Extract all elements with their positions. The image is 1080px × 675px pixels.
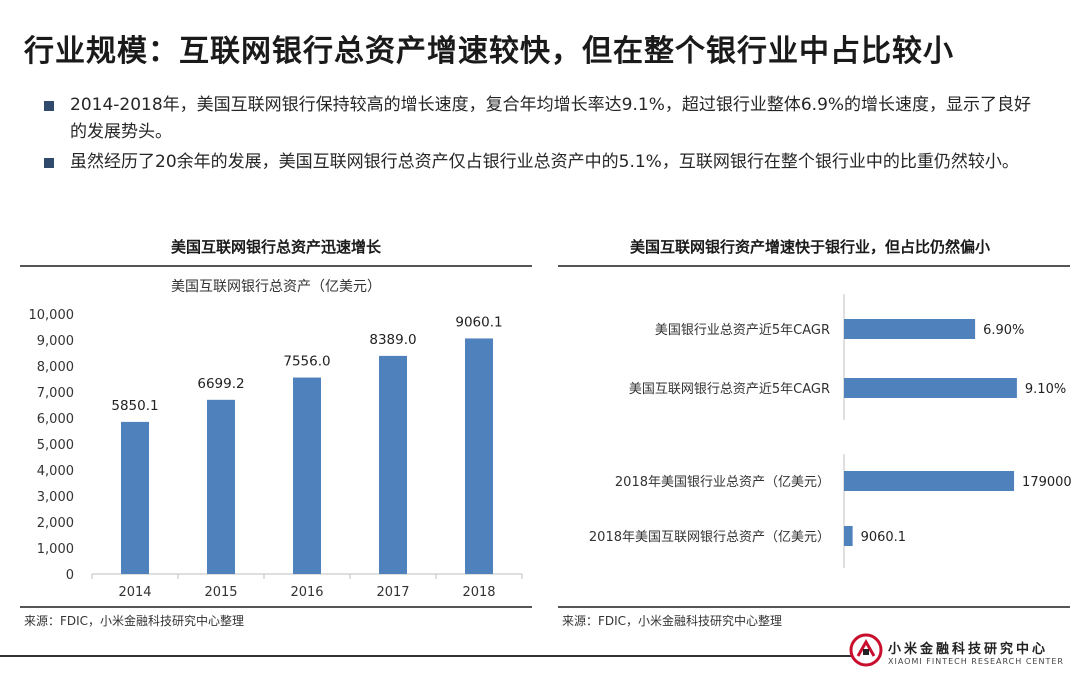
left-bar-chart: 美国互联网银行总资产（亿美元） 0 1,000 2,000 3,000 4,000 5,00… bbox=[29, 279, 523, 600]
hbar-data-label: 9060.1 bbox=[861, 530, 907, 545]
logo-name-en: XIAOMI FINTECH RESEARCH CENTER bbox=[888, 657, 1064, 666]
category-label: 美国互联网银行总资产近5年CAGR bbox=[629, 382, 830, 397]
x-tick-label: 2015 bbox=[204, 585, 237, 600]
category-label: 2018年美国银行业总资产（亿美元） bbox=[615, 475, 830, 490]
hbar-0-1 bbox=[844, 378, 1017, 398]
right-chart-source: 来源：FDIC，小米金融科技研究中心整理 bbox=[562, 614, 783, 628]
bullet-text: 虽然经历了20余年的发展，美国互联网银行总资产仅占银行业总资产中的5.1%，互联… bbox=[70, 152, 1019, 172]
left-chart-title: 美国互联网银行总资产迅速增长 bbox=[170, 238, 382, 256]
y-tick-label: 8,000 bbox=[37, 360, 74, 375]
bar-data-label: 5850.1 bbox=[111, 398, 158, 414]
bar-2016 bbox=[293, 377, 321, 574]
bullet-list: 2014-2018年，美国互联网银行保持较高的增长速度，复合年均增长率达9.1%… bbox=[44, 92, 1044, 179]
x-tick-label: 2014 bbox=[118, 585, 151, 600]
right-hbar-chart: 美国银行业总资产近5年CAGR 6.90% 美国互联网银行总资产近5年CAGR 9.1… bbox=[589, 294, 1072, 568]
hbar-data-label: 179000 bbox=[1022, 475, 1072, 490]
logo-name-cn: 小米金融科技研究中心 bbox=[888, 642, 1049, 657]
y-tick-label: 6,000 bbox=[37, 412, 74, 427]
page-title: 行业规模：互联网银行总资产增速较快，但在整个银行业中占比较小 bbox=[24, 34, 954, 69]
bar-data-label: 6699.2 bbox=[197, 376, 244, 392]
hbar-1-0 bbox=[844, 471, 1015, 491]
hbar-0-0 bbox=[844, 319, 976, 339]
square-bullet-icon bbox=[44, 158, 54, 168]
bar-2018 bbox=[465, 338, 493, 574]
bullet-item: 虽然经历了20余年的发展，美国互联网银行总资产仅占银行业总资产中的5.1%，互联… bbox=[44, 149, 1044, 176]
right-chart-top-rule bbox=[558, 265, 1070, 267]
y-tick-label: 1,000 bbox=[37, 542, 74, 557]
right-chart-bottom-rule bbox=[558, 606, 1070, 608]
category-label: 2018年美国互联网银行总资产（亿美元） bbox=[589, 530, 830, 545]
category-label: 美国银行业总资产近5年CAGR bbox=[655, 323, 830, 338]
square-bullet-icon bbox=[44, 101, 54, 111]
bar-2017 bbox=[379, 355, 407, 574]
y-tick-label: 0 bbox=[66, 568, 74, 583]
footer-rule bbox=[0, 655, 852, 657]
left-chart-top-rule bbox=[20, 265, 532, 267]
x-tick-label: 2017 bbox=[376, 585, 409, 600]
bullet-text: 2014-2018年，美国互联网银行保持较高的增长速度，复合年均增长率达9.1%… bbox=[70, 95, 1032, 142]
left-chart-subtitle: 美国互联网银行总资产（亿美元） bbox=[171, 279, 381, 295]
hbar-data-label: 9.10% bbox=[1025, 382, 1066, 397]
bar-2015 bbox=[207, 399, 235, 574]
hbar-1-1 bbox=[844, 526, 853, 546]
x-tick-label: 2016 bbox=[290, 585, 323, 600]
y-tick-label: 9,000 bbox=[37, 334, 74, 349]
y-tick-label: 7,000 bbox=[37, 386, 74, 401]
y-tick-label: 4,000 bbox=[37, 464, 74, 479]
bullet-item: 2014-2018年，美国互联网银行保持较高的增长速度，复合年均增长率达9.1%… bbox=[44, 92, 1044, 146]
xiaomi-fintech-logo-icon bbox=[849, 633, 883, 667]
bar-data-label: 7556.0 bbox=[283, 354, 330, 370]
bar-data-label: 9060.1 bbox=[455, 314, 502, 330]
y-tick-label: 2,000 bbox=[37, 516, 74, 531]
bar-2014 bbox=[121, 421, 149, 574]
hbar-data-label: 6.90% bbox=[983, 323, 1024, 338]
x-tick-label: 2018 bbox=[462, 585, 495, 600]
y-tick-label: 10,000 bbox=[29, 308, 75, 323]
right-chart-title: 美国互联网银行资产增速快于银行业，但占比仍然偏小 bbox=[629, 238, 991, 256]
y-tick-label: 3,000 bbox=[37, 490, 74, 505]
left-chart-bottom-rule bbox=[20, 606, 532, 608]
y-tick-label: 5,000 bbox=[37, 438, 74, 453]
bar-data-label: 8389.0 bbox=[369, 332, 416, 348]
left-chart-source: 来源：FDIC，小米金融科技研究中心整理 bbox=[24, 614, 245, 628]
